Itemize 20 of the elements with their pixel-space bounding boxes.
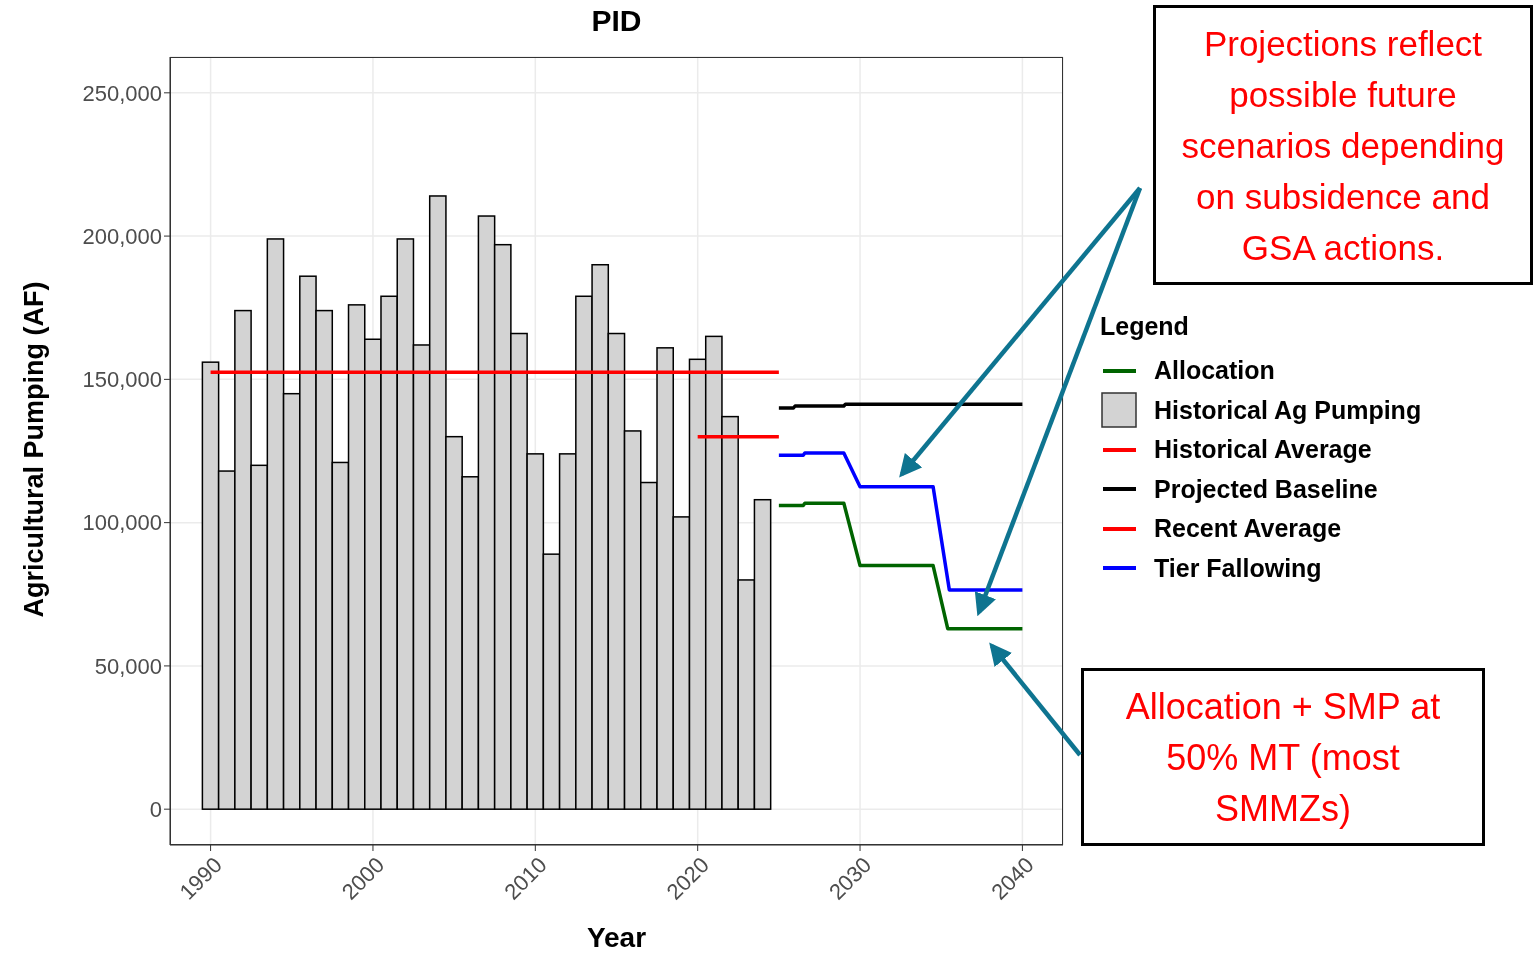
text: Allocation + SMP at 50% MT (most SMMZs) bbox=[1081, 668, 1485, 846]
legend-label: Recent Average bbox=[1154, 514, 1342, 544]
y-tick-label: 100,000 bbox=[82, 510, 162, 536]
y-tick-label: 150,000 bbox=[82, 367, 162, 393]
line-series bbox=[777, 451, 1025, 592]
legend-label: Tier Fallowing bbox=[1154, 553, 1322, 583]
legend-label: Historical Average bbox=[1154, 435, 1372, 465]
chart-title: PID bbox=[590, 4, 643, 38]
y-tick-label: 250,000 bbox=[82, 80, 162, 106]
legend-label: Projected Baseline bbox=[1154, 474, 1378, 504]
text: Projections reflect possible future scenarios depending on subsidence and GSA actions. bbox=[1153, 5, 1533, 285]
legend-label: Historical Ag Pumping bbox=[1154, 395, 1422, 425]
legend-label: Allocation bbox=[1154, 356, 1275, 386]
y-tick-label: 200,000 bbox=[82, 223, 162, 249]
y-tick-label: 0 bbox=[149, 796, 162, 822]
line-series bbox=[777, 501, 1025, 631]
x-axis-title: Year bbox=[585, 922, 648, 954]
y-axis-title: Agricultural Pumping (AF) bbox=[18, 280, 50, 620]
y-tick-label: 50,000 bbox=[94, 653, 162, 679]
legend-title: Legend bbox=[1100, 312, 1190, 341]
